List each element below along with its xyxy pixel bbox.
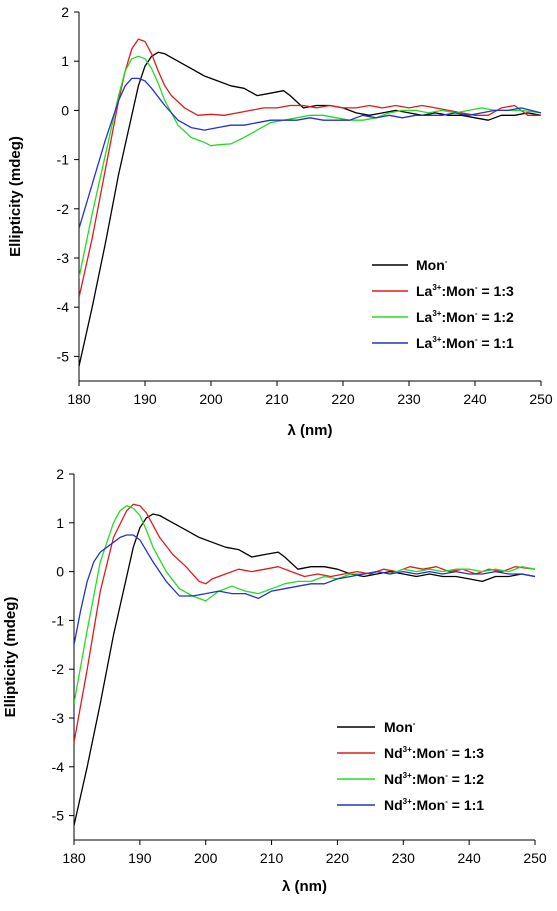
y-tick-label: -4 [57,299,70,315]
y-tick-label: -2 [57,201,70,217]
legend-label: Nd3+:Mon- = 1:1 [384,797,484,813]
legend-label-superscript: 3+ [432,335,441,344]
x-tick-label: 190 [128,850,152,866]
legend-label: La3+:Mon- = 1:3 [416,283,514,299]
y-tick-label: -5 [52,808,65,824]
legend-label-superscript: - [475,309,478,318]
y-tick-label: -4 [52,759,65,775]
legend-label-superscript: - [445,771,448,780]
legend-label-text: = 1:2 [478,309,514,325]
y-tick-label: 0 [56,564,64,580]
legend-label-superscript: 3+ [432,283,441,292]
legend-label-superscript: - [413,719,416,728]
legend-label-superscript: 3+ [403,745,412,754]
legend-label: Nd3+:Mon- = 1:3 [384,745,484,761]
legend-label-text: :Mon [412,797,445,813]
x-tick-label: 230 [392,850,416,866]
x-tick-label: 220 [326,850,350,866]
y-tick-label: 2 [56,466,64,482]
legend-label-text: La [416,335,433,351]
x-tick-label: 230 [397,391,421,407]
legend-label-text: :Mon [441,283,474,299]
series-line-1 [74,503,536,743]
x-tick-label: 240 [463,391,487,407]
y-tick-label: -1 [57,152,70,168]
y-axis-title: Ellipticity (mdeg) [2,597,19,718]
legend-label-superscript: - [475,335,478,344]
legend-label-text: = 1:3 [478,283,514,299]
y-tick-label: 1 [61,53,69,69]
legend-label-text: Nd [384,745,403,761]
x-tick-label: 200 [199,391,223,407]
series-line-2 [79,55,542,278]
series-line-2 [74,505,536,704]
x-axis-title: λ (nm) [288,422,333,439]
legend-label: Mon- [416,257,448,273]
series-line-0 [74,513,536,826]
x-tick-label: 250 [529,391,553,407]
legend-label-superscript: 3+ [432,309,441,318]
legend-label-text: La [416,309,433,325]
legend-label-text: Mon [384,719,413,735]
legend-label-text: = 1:1 [448,797,484,813]
series-line-1 [79,38,541,298]
x-tick-label: 210 [260,850,284,866]
x-tick-label: 210 [265,391,289,407]
legend-label-text: = 1:1 [478,335,514,351]
legend-label: La3+:Mon- = 1:1 [416,335,514,351]
legend-label-superscript: - [445,745,448,754]
legend-label: Mon- [384,719,416,735]
legend-label-text: :Mon [412,745,445,761]
y-tick-label: -5 [57,348,70,364]
legend-label-text: = 1:2 [448,771,484,787]
y-tick-label: 1 [56,515,64,531]
x-tick-label: 250 [523,850,547,866]
y-tick-label: -3 [52,710,65,726]
y-tick-label: 0 [61,102,69,118]
y-tick-label: -3 [57,250,70,266]
x-tick-label: 180 [67,391,91,407]
legend-label-superscript: 3+ [403,797,412,806]
x-tick-label: 220 [331,391,355,407]
y-tick-label: 2 [61,4,69,20]
legend-label-superscript: - [445,797,448,806]
legend-label-text: Nd [384,771,403,787]
legend-label-text: = 1:3 [448,745,484,761]
y-tick-label: -1 [52,612,65,628]
legend-label-superscript: - [475,283,478,292]
legend-label-text: :Mon [441,309,474,325]
x-tick-label: 240 [457,850,481,866]
x-tick-label: 200 [194,850,218,866]
y-axis-title: Ellipticity (mdeg) [7,136,24,257]
y-tick-label: -2 [52,661,65,677]
legend-label-superscript: 3+ [403,771,412,780]
legend-label-text: Nd [384,797,403,813]
legend-label-text: Mon [416,257,445,273]
x-tick-label: 190 [133,391,157,407]
legend-label-text: :Mon [441,335,474,351]
x-tick-label: 180 [62,850,86,866]
legend-label-text: La [416,283,433,299]
legend-label: Nd3+:Mon- = 1:2 [384,771,484,787]
legend-label-text: :Mon [412,771,445,787]
legend-label-superscript: - [445,257,448,266]
series-line-3 [74,534,536,645]
series-line-3 [79,77,542,229]
legend-label: La3+:Mon- = 1:2 [416,309,514,325]
x-axis-title: λ (nm) [282,878,327,895]
